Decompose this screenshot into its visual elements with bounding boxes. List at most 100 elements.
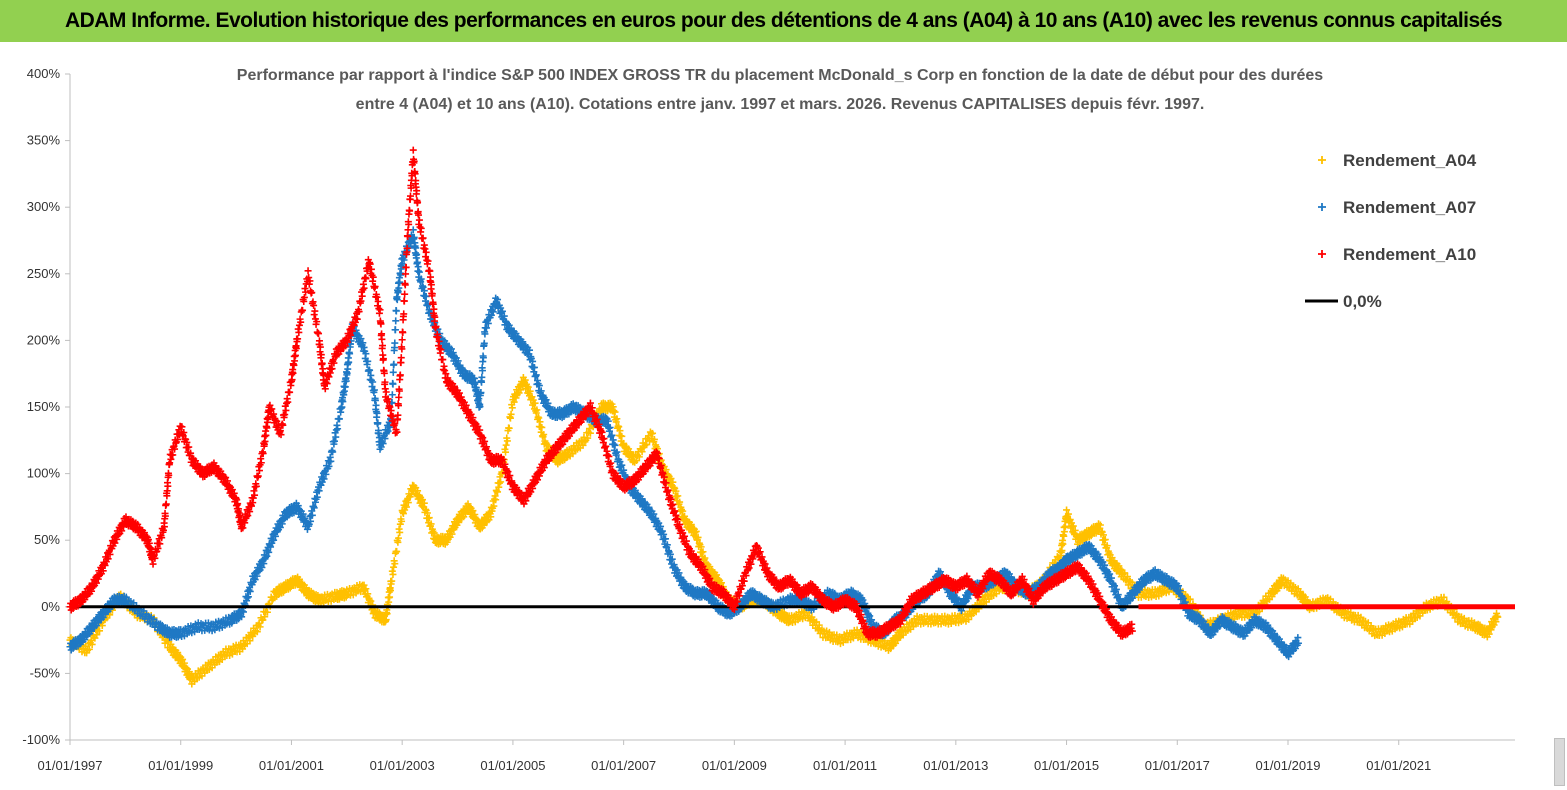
rendement-a07-point — [670, 561, 678, 569]
x-tick-label: 01/01/2001 — [259, 758, 324, 773]
rendement-a07-point — [390, 360, 398, 368]
rendement-a07-point — [243, 594, 251, 602]
rendement-a10-point — [282, 406, 290, 414]
rendement-a10-point — [409, 146, 417, 154]
x-tick-label: 01/01/2015 — [1034, 758, 1099, 773]
rendement-a10-point — [315, 330, 323, 338]
rendement-a04-point — [180, 659, 188, 667]
rendement-a07-point — [331, 437, 339, 445]
rendement-a04-point — [389, 570, 397, 578]
rendement-a10-point — [239, 524, 247, 532]
rendement-a07-point — [372, 401, 380, 409]
rendement-a07-point — [262, 553, 270, 561]
rendement-a10-point — [321, 385, 329, 393]
rendement-a04-point — [533, 406, 541, 414]
rendement-a07-point — [307, 517, 315, 525]
rendement-a04-point — [579, 441, 587, 449]
rendement-a10-point — [330, 359, 338, 367]
rendement-a04-point — [1485, 630, 1493, 638]
performance-chart: Performance par rapport à l'indice S&P 5… — [22, 66, 1515, 773]
rendement-a04-point — [1440, 593, 1448, 601]
rendement-a07-point — [613, 448, 621, 456]
x-tick-label: 01/01/2017 — [1145, 758, 1210, 773]
rendement-a07-point — [1135, 586, 1143, 594]
rendement-a04-point — [674, 492, 682, 500]
rendement-a04-point — [611, 408, 619, 416]
rendement-a10-point — [88, 587, 96, 595]
x-tick-label: 01/01/1999 — [148, 758, 213, 773]
rendement-a04-point — [492, 496, 500, 504]
rendement-a04-point — [1058, 547, 1066, 555]
rendement-a10-point — [273, 417, 281, 425]
x-tick-label: 01/01/2003 — [370, 758, 435, 773]
rendement-a07-point — [270, 536, 278, 544]
rendement-a10-point — [158, 534, 166, 542]
rendement-a04-point — [1059, 540, 1067, 548]
rendement-a07-point — [342, 377, 350, 385]
rendement-a07-point — [239, 608, 247, 616]
rendement-a10-point — [236, 512, 244, 520]
rendement-a07-point — [335, 415, 343, 423]
x-tick-label: 01/01/2009 — [702, 758, 767, 773]
rendement-a10-point — [171, 445, 179, 453]
rendement-a07-point — [526, 346, 534, 354]
rendement-a10-point — [277, 431, 285, 439]
rendement-a04-point — [367, 597, 375, 605]
rendement-a07-point — [267, 543, 275, 551]
rendement-a04-point — [495, 479, 503, 487]
rendement-a04-point — [1186, 595, 1194, 603]
rendement-a10-point — [397, 354, 405, 362]
rendement-a07-point — [150, 615, 158, 623]
rendement-a10-point — [292, 345, 300, 353]
rendement-a04-point — [191, 678, 199, 686]
rendement-a04-point — [535, 414, 543, 422]
rendement-a04-point — [679, 507, 687, 515]
rendement-a07-point — [294, 502, 302, 510]
x-tick-label: 01/01/2021 — [1366, 758, 1431, 773]
rendement-a07-point — [94, 619, 102, 627]
rendement-a04-point — [246, 637, 254, 645]
rendement-a04-point — [521, 376, 529, 384]
rendement-a04-point — [502, 448, 510, 456]
chart-title-line2: entre 4 (A04) et 10 ans (A10). Cotations… — [356, 96, 1205, 113]
rendement-a07-point — [379, 440, 387, 448]
rendement-a07-point — [864, 611, 872, 619]
rendement-a10-point — [401, 290, 409, 298]
rendement-a07-point — [388, 391, 396, 399]
rendement-a10-point — [288, 376, 296, 384]
rendement-a04-point — [261, 613, 269, 621]
rendement-a07-point — [608, 431, 616, 439]
rendement-a04-point — [427, 520, 435, 528]
rendement-a04-point — [268, 596, 276, 604]
rendement-a10-point — [89, 583, 97, 591]
x-tick-label: 01/01/2007 — [591, 758, 656, 773]
rendement-a10-point — [254, 472, 262, 480]
rendement-a07-point — [122, 593, 130, 601]
rendement-a10-point — [328, 365, 336, 373]
x-tick-label: 01/01/2005 — [480, 758, 545, 773]
rendement-a04-point — [1296, 587, 1304, 595]
rendement-a07-point — [362, 350, 370, 358]
rendement-a10-point — [234, 500, 242, 508]
rendement-a10-point — [399, 329, 407, 337]
rendement-a10-point — [243, 512, 251, 520]
rendement-a10-point — [396, 371, 404, 379]
rendement-a04-point — [694, 533, 702, 541]
rendement-a10-point — [281, 411, 289, 419]
plot-area — [66, 146, 1515, 688]
rendement-a07-point — [1176, 587, 1184, 595]
rendement-a04-point — [239, 645, 247, 653]
rendement-a07-point — [498, 307, 506, 315]
rendement-a10-point — [284, 398, 292, 406]
rendement-a04-point — [425, 514, 433, 522]
rendement-a10-point — [149, 560, 157, 568]
rendement-a04-point — [85, 645, 93, 653]
rendement-a07-point — [482, 324, 490, 332]
rendement-a04-point — [528, 393, 536, 401]
rendement-a04-point — [393, 548, 401, 556]
rendement-a04-point — [471, 511, 479, 519]
rendement-a07-point — [638, 495, 646, 503]
rendement-a10-point — [415, 216, 423, 224]
rendement-a10-point — [180, 429, 188, 437]
rendement-a04-point — [1063, 506, 1071, 514]
